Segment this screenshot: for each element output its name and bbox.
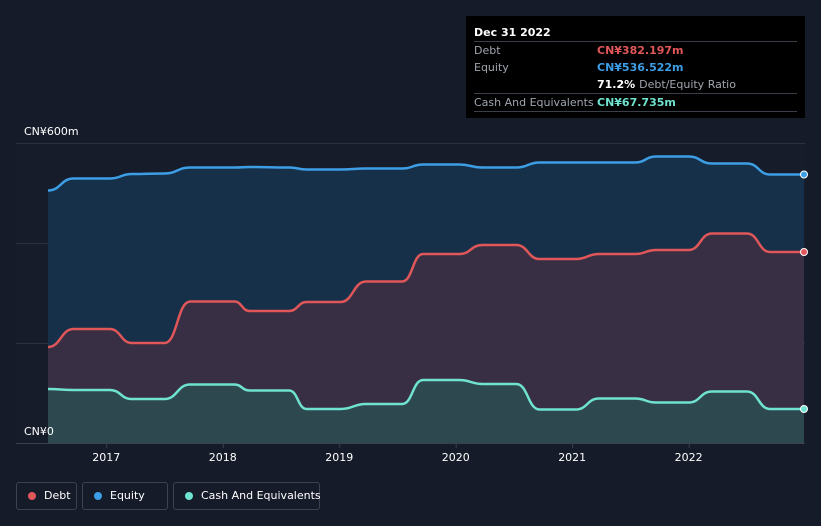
legend-equity-dot-icon (94, 492, 102, 500)
tooltip-equity-value: CN¥536.522m (597, 61, 684, 74)
tooltip-ratio: 71.2% Debt/Equity Ratio (597, 76, 736, 93)
equity-line (47, 155, 804, 192)
cash-and-equivalents-endpoint-marker (800, 405, 808, 413)
x-tick-label-2019: 2019 (325, 451, 353, 464)
tooltip-ratio-pct: 71.2% (597, 78, 636, 91)
cash-and-equivalents-area (48, 380, 804, 443)
tooltip-row-cash: Cash And Equivalents CN¥67.735m (474, 93, 797, 111)
legend-equity-label: Equity (110, 489, 145, 502)
debt-line (47, 232, 804, 349)
debt-endpoint-marker (800, 248, 808, 256)
tooltip-bottom-rule (474, 111, 797, 113)
x-tick-label-2017: 2017 (92, 451, 120, 464)
data-tooltip: Dec 31 2022 Debt CN¥382.197m Equity CN¥5… (466, 16, 805, 118)
tooltip-row-ratio: 71.2% Debt/Equity Ratio (474, 76, 797, 93)
tooltip-row-debt: Debt CN¥382.197m (474, 41, 797, 59)
legend-cash-label: Cash And Equivalents (201, 489, 321, 502)
legend-item-cash[interactable]: Cash And Equivalents (173, 482, 321, 510)
tooltip-ratio-label: Debt/Equity Ratio (639, 78, 736, 91)
x-tick-label-2020: 2020 (442, 451, 470, 464)
legend-cash-dot-icon (185, 492, 193, 500)
tooltip-cash-label: Cash And Equivalents (474, 96, 594, 109)
tooltip-row-equity: Equity CN¥536.522m (474, 59, 797, 76)
tooltip-cash-value: CN¥67.735m (597, 96, 676, 109)
y-tick-label-max: CN¥600m (24, 125, 79, 138)
tooltip-debt-value: CN¥382.197m (597, 44, 684, 57)
x-tick-label-2018: 2018 (209, 451, 237, 464)
cash-and-equivalents-line (47, 378, 804, 411)
tooltip-debt-label: Debt (474, 44, 501, 57)
equity-endpoint-marker (800, 170, 808, 179)
legend-debt-label: Debt (44, 489, 71, 502)
legend-debt-dot-icon (28, 492, 36, 500)
legend-item-equity[interactable]: Equity (82, 482, 168, 510)
x-tick-label-2022: 2022 (675, 451, 703, 464)
tooltip-equity-label: Equity (474, 61, 509, 74)
y-tick-label-zero: CN¥0 (24, 425, 54, 438)
legend-item-debt[interactable]: Debt (16, 482, 77, 510)
x-tick-label-2021: 2021 (558, 451, 586, 464)
tooltip-date: Dec 31 2022 (474, 26, 551, 39)
